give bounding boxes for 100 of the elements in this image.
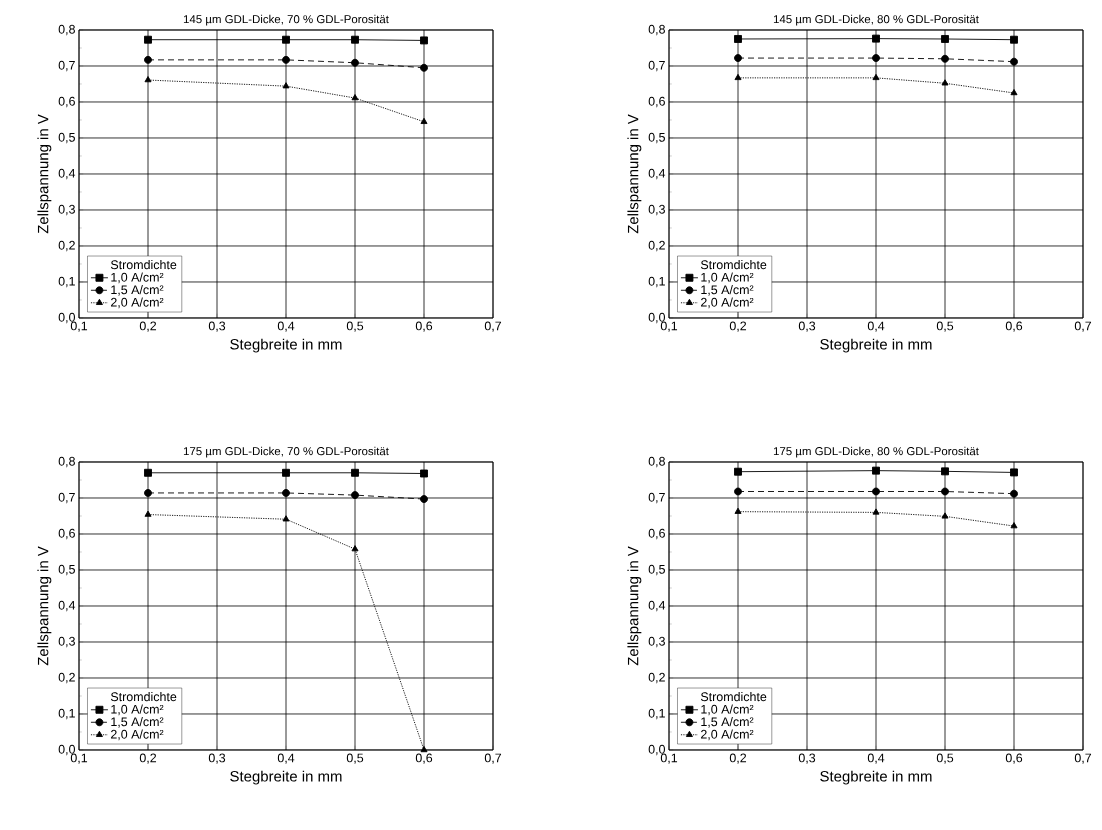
- x-tick-label: 0,3: [798, 321, 816, 332]
- y-tick-label: 0,6: [58, 96, 75, 108]
- x-axis-title: Stegbreite in mm: [820, 338, 932, 353]
- point: [282, 55, 290, 64]
- point: [872, 34, 880, 43]
- y-tick-label: 0,8: [58, 24, 75, 36]
- y-axis-title: Zellspannung in V: [37, 546, 52, 666]
- point: [351, 35, 359, 44]
- point: [282, 515, 290, 522]
- y-tick-label: 0,3: [648, 636, 665, 648]
- x-tick-label: 0,5: [346, 753, 364, 764]
- point: [872, 54, 880, 63]
- point: [1010, 57, 1018, 66]
- legend-title: Stromdichte: [110, 692, 177, 702]
- point: [734, 73, 742, 81]
- y-tick-label: 0,2: [648, 240, 665, 252]
- y-tick-label: 0,5: [58, 564, 75, 576]
- chart-title: 145 µm GDL-Dicke, 70 % GDL-Porosität: [183, 14, 389, 26]
- legend-label: 1,5 A/cm²: [111, 717, 164, 728]
- x-tick-label: 0,3: [208, 753, 226, 764]
- x-tick-label: 0,2: [729, 321, 747, 332]
- legend-title: Stromdichte: [700, 692, 767, 702]
- point: [282, 489, 290, 497]
- x-tick-label: 0,6: [1005, 321, 1023, 332]
- x-tick-label: 0,7: [1074, 753, 1092, 764]
- y-tick-label: 0,3: [58, 204, 75, 216]
- y-tick-label: 0,7: [648, 60, 665, 72]
- x-tick-label: 0,2: [729, 753, 747, 764]
- x-tick-label: 0,4: [867, 753, 885, 764]
- point: [420, 63, 428, 72]
- y-tick-label: 0,4: [648, 168, 666, 180]
- x-axis-title: Stegbreite in mm: [820, 770, 932, 785]
- legend-label: 1,0 A/cm²: [111, 704, 164, 716]
- y-tick-label: 0,3: [58, 636, 75, 648]
- chart-title: 145 µm GDL-Dicke, 80 % GDL-Porosität: [773, 14, 979, 26]
- y-tick-label: 0,4: [58, 168, 76, 180]
- point: [941, 54, 949, 63]
- y-axis-title: Zellspannung in V: [37, 114, 52, 234]
- y-tick-label: 0,4: [58, 600, 76, 612]
- x-tick-label: 0,4: [277, 321, 295, 332]
- legend-label: 1,5 A/cm²: [701, 717, 754, 728]
- x-tick-label: 0,2: [139, 753, 157, 764]
- point: [282, 468, 290, 477]
- legend-label: 1,0 A/cm²: [701, 704, 754, 716]
- x-tick-label: 0,2: [139, 321, 157, 332]
- chart-title: 175 µm GDL-Dicke, 70 % GDL-Porosität: [183, 446, 389, 458]
- point: [351, 58, 359, 67]
- point: [282, 35, 290, 44]
- x-tick-label: 0,7: [1074, 321, 1092, 332]
- point: [941, 35, 949, 43]
- point: [144, 468, 152, 477]
- y-tick-label: 0,8: [648, 24, 665, 36]
- legend-label: 2,0 A/cm²: [701, 297, 754, 309]
- legend-label: 2,0 A/cm²: [701, 729, 754, 741]
- y-tick-label: 0,7: [648, 492, 665, 504]
- x-axis-title: Stegbreite in mm: [230, 338, 342, 353]
- y-tick-label: 0,5: [58, 132, 75, 144]
- point: [1010, 89, 1018, 96]
- point: [420, 746, 428, 753]
- x-tick-label: 0,3: [208, 321, 226, 332]
- x-tick-label: 0,6: [1005, 753, 1023, 764]
- point: [941, 79, 949, 86]
- legend-title: Stromdichte: [110, 260, 177, 270]
- x-tick-label: 0,4: [277, 753, 295, 764]
- point: [420, 117, 428, 124]
- chart-title: 175 µm GDL-Dicke, 80 % GDL-Porosität: [773, 446, 979, 458]
- y-tick-label: 0,2: [58, 240, 75, 252]
- x-tick-label: 0,5: [346, 321, 364, 332]
- x-tick-label: 0,6: [415, 753, 433, 764]
- legend-label: 2,0 A/cm²: [111, 297, 164, 309]
- point: [420, 469, 428, 478]
- y-tick-label: 0,5: [648, 132, 665, 144]
- x-tick-label: 0,3: [798, 753, 816, 764]
- point: [420, 495, 428, 504]
- y-tick-label: 0,6: [648, 528, 665, 540]
- point: [734, 35, 742, 43]
- x-tick-label: 0,5: [936, 321, 954, 332]
- legend-label: 2,0 A/cm²: [111, 729, 164, 741]
- y-axis-title: Zellspannung in V: [627, 546, 642, 666]
- point: [144, 55, 152, 64]
- y-tick-label: 0,6: [648, 96, 665, 108]
- point: [351, 545, 359, 552]
- y-tick-label: 0,1: [58, 276, 75, 288]
- y-tick-label: 0,6: [58, 528, 75, 540]
- x-tick-label: 0,7: [484, 753, 502, 764]
- point: [144, 76, 152, 83]
- y-tick-label: 0,3: [648, 204, 665, 216]
- x-axis-title: Stegbreite in mm: [230, 770, 342, 785]
- y-tick-label: 0,2: [58, 672, 75, 684]
- point: [420, 36, 428, 45]
- x-tick-label: 0,7: [484, 321, 502, 332]
- point: [144, 35, 152, 44]
- point: [872, 73, 880, 81]
- y-tick-label: 0,2: [648, 672, 665, 684]
- point: [351, 94, 359, 101]
- y-axis-title: Zellspannung in V: [627, 114, 642, 234]
- point: [351, 491, 359, 500]
- x-tick-label: 0,6: [415, 321, 433, 332]
- y-tick-label: 0,1: [648, 708, 665, 720]
- point: [351, 468, 359, 477]
